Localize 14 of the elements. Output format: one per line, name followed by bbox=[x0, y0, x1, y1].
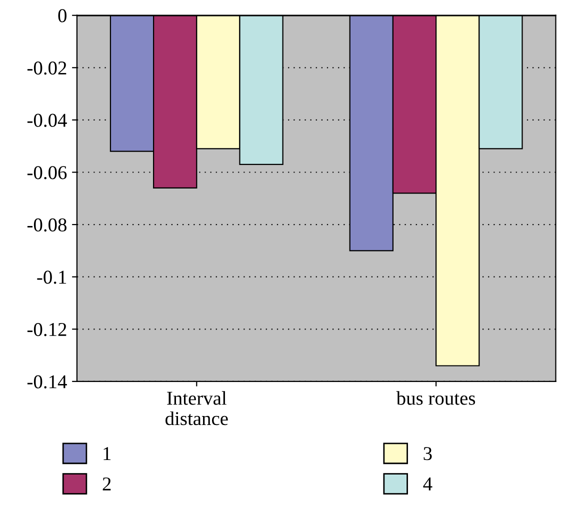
y-tick-label: -0.04 bbox=[27, 114, 67, 127]
y-tick-label: 0 bbox=[58, 9, 66, 22]
legend-label: 1 bbox=[104, 447, 111, 460]
y-tick-label: -0.12 bbox=[27, 322, 66, 336]
y-tick-label: -0.1 bbox=[37, 270, 66, 284]
x-tick-label: bus routes bbox=[396, 391, 476, 405]
y-tick-label: -0.06 bbox=[27, 166, 67, 180]
y-tick-label: -0.14 bbox=[27, 375, 67, 388]
legend-label: 4 bbox=[423, 478, 432, 490]
x-tick-label: Interval distance bbox=[165, 391, 228, 426]
legend-label: 3 bbox=[424, 447, 432, 460]
y-tick-label: -0.02 bbox=[27, 61, 66, 75]
y-tick-label: -0.08 bbox=[27, 218, 66, 232]
legend-label: 2 bbox=[102, 477, 111, 490]
